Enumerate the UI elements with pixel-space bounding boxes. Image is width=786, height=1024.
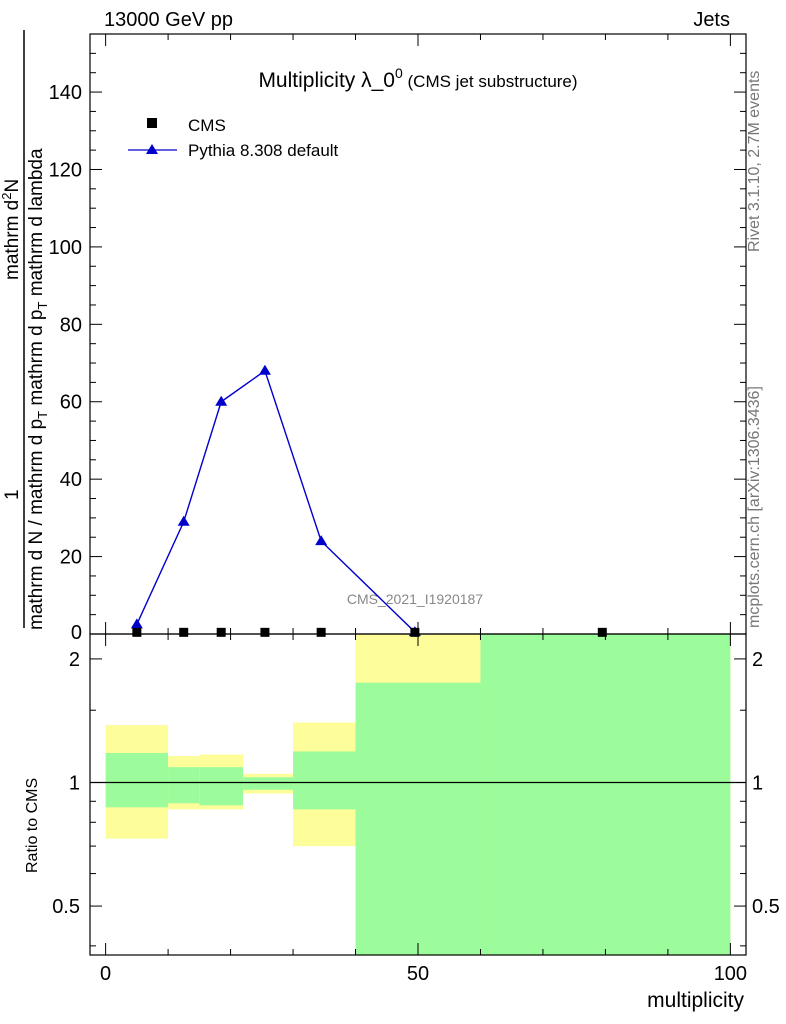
ratio-tick-label-right-2: 2 <box>752 649 763 671</box>
ratio-tick-label-0.5: 0.5 <box>52 896 80 918</box>
ratio-inner-band-2 <box>199 767 244 806</box>
ratio-inner-band-6 <box>480 634 731 955</box>
ratio-inner-band-1 <box>168 767 200 804</box>
x-tick-label-50: 50 <box>407 963 429 985</box>
pythia-point-3 <box>258 364 271 375</box>
y-tick-label-100: 100 <box>49 237 82 259</box>
legend-pythia-marker <box>146 144 158 154</box>
ratio-inner-band-0 <box>105 752 169 808</box>
y-axis-title: mathrm d N / mathrm d pT mathrm d pT mat… <box>26 148 50 630</box>
cms-point-4 <box>316 627 326 637</box>
y-tick-label-20: 20 <box>60 547 82 569</box>
pythia-point-0 <box>130 618 143 629</box>
cms-point-2 <box>216 627 226 637</box>
y-tick-label-80: 80 <box>60 314 82 336</box>
legend-cms-label: CMS <box>188 116 226 135</box>
pythia-point-2 <box>215 395 228 406</box>
y-tick-label-120: 120 <box>49 159 82 181</box>
ratio-tick-label-right-0.5: 0.5 <box>752 896 780 918</box>
cms-point-5 <box>410 627 420 637</box>
y-tick-label-40: 40 <box>60 469 82 491</box>
legend-cms-marker <box>147 118 157 128</box>
y-tick-label-0: 0 <box>71 622 82 644</box>
ratio-tick-label-right-1: 1 <box>752 772 763 794</box>
pythia-point-4 <box>315 535 328 546</box>
chart-title: Multiplicity λ_00 (CMS jet substructure) <box>258 65 577 92</box>
cms-point-0 <box>132 627 142 637</box>
category-label: Jets <box>693 9 730 31</box>
ratio-tick-label-2: 2 <box>69 649 80 671</box>
pythia-point-1 <box>177 515 190 526</box>
y-axis-title-numerator: 1mathrm d2N <box>0 179 23 500</box>
cms-point-1 <box>179 627 189 637</box>
y-tick-label-140: 140 <box>49 82 82 104</box>
ratio-tick-label-1: 1 <box>69 772 80 794</box>
pythia-line <box>136 369 416 633</box>
x-tick-label-0: 0 <box>100 963 111 985</box>
y-tick-label-60: 60 <box>60 392 82 414</box>
energy-label: 13000 GeV pp <box>104 9 233 31</box>
watermark-label: CMS_2021_I1920187 <box>347 591 483 607</box>
cms-point-3 <box>260 627 270 637</box>
ratio-inner-band-4 <box>293 751 356 810</box>
cms-point-6 <box>597 627 607 637</box>
legend-pythia-label: Pythia 8.308 default <box>188 141 339 160</box>
ratio-inner-band-3 <box>243 777 294 790</box>
ratio-inner-band-5 <box>355 682 481 955</box>
x-tick-label-100: 100 <box>714 963 747 985</box>
x-axis-title: multiplicity <box>647 989 744 1012</box>
